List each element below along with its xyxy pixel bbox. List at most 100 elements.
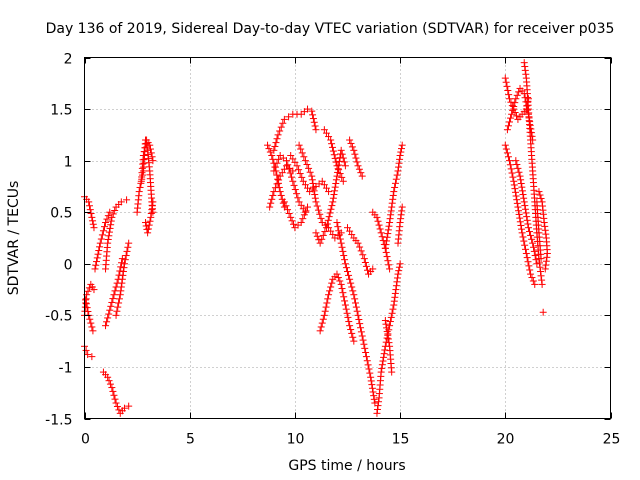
data-point [118,259,126,267]
data-point [518,183,526,191]
data-point [377,368,385,376]
data-point [361,258,369,266]
data-point [512,188,520,196]
data-point [341,256,349,264]
data-point [537,255,545,263]
data-point [349,333,357,341]
data-point [513,161,521,169]
data-point [373,405,381,413]
data-point [149,157,157,165]
data-point [513,199,521,207]
data-point [508,169,516,177]
data-point [506,118,514,126]
data-point [93,258,101,266]
data-point [118,255,126,263]
data-point [347,279,355,287]
data-point [102,322,110,330]
data-point [277,191,285,199]
data-point [378,233,386,241]
data-point [507,165,515,173]
data-point [385,339,393,347]
data-point [311,191,319,199]
data-point [330,191,338,199]
data-point [515,207,523,215]
data-point [362,348,370,356]
data-point [288,217,296,225]
data-point [386,215,394,223]
data-point [284,206,292,214]
data-point [337,239,345,247]
data-point [369,388,377,396]
data-point [384,226,392,234]
data-point [273,159,281,167]
data-point [125,402,133,410]
data-point [354,311,362,319]
data-point [528,274,536,282]
data-point [89,327,97,335]
y-tick-label: -1 [59,361,73,377]
data-point [328,143,336,151]
data-point [275,176,283,184]
data-point [342,305,350,313]
data-point [316,327,324,335]
data-point [525,262,533,270]
data-point [105,377,113,385]
data-point [385,222,393,230]
y-tick-label: -0.5 [45,309,72,325]
data-point [326,209,334,217]
data-point [355,165,363,173]
data-point [353,307,361,315]
data-point [135,188,143,196]
data-point [337,146,345,154]
x-tick-label: 10 [287,432,305,448]
data-point [88,213,96,221]
data-point [356,320,364,328]
x-tick-label: 5 [186,432,195,448]
data-point [542,257,550,265]
data-point [269,191,277,199]
data-point [502,78,510,86]
data-point [90,224,98,232]
data-point [386,318,394,326]
data-point [384,257,392,265]
data-point [109,295,117,303]
data-point [523,216,531,224]
data-point [275,155,283,163]
data-point [398,203,406,211]
data-point [115,406,123,414]
data-point [271,142,279,150]
data-point [115,295,123,303]
data-point [392,282,400,290]
data-point [325,291,333,299]
data-point [527,231,535,239]
data-point [532,256,540,264]
data-point [114,303,122,311]
x-tick-label: 25 [603,432,621,448]
data-point [316,210,324,218]
data-point [520,198,528,206]
data-point [369,265,377,273]
data-point [522,249,530,257]
data-point [104,314,112,322]
data-point [375,221,383,229]
data-point [521,245,529,253]
data-point [319,315,327,323]
y-tick-label: 0.5 [50,206,72,222]
data-point [279,119,287,127]
data-point [503,82,511,90]
data-point [93,254,101,262]
data-point [364,361,372,369]
data-point [270,188,278,196]
data-point [388,309,396,317]
data-point [94,250,102,258]
data-point [366,369,374,377]
data-point [339,289,347,297]
data-point [520,237,528,245]
data-point [124,243,132,251]
data-point [375,398,383,406]
data-point [525,228,533,236]
data-point [147,210,155,218]
data-point [108,384,116,392]
data-point [289,220,297,228]
